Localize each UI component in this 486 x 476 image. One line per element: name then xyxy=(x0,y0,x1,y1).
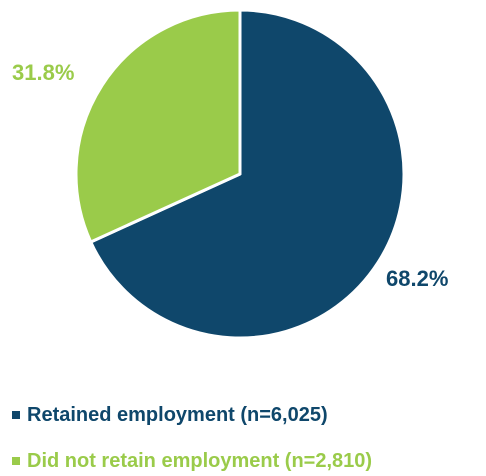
chart-legend: Retained employment (n=6,025) Did not re… xyxy=(12,403,372,473)
slice-label-retained: 68.2% xyxy=(386,266,449,291)
legend-swatch-not-retained xyxy=(12,457,20,465)
pie-slice-retained xyxy=(89,8,406,340)
legend-swatch-retained xyxy=(12,411,20,419)
legend-item-not-retained: Did not retain employment (n=2,810) xyxy=(12,449,372,473)
legend-label-retained: Retained employment (n=6,025) xyxy=(27,404,328,426)
pie-chart xyxy=(74,8,406,340)
pie-slices xyxy=(74,8,406,340)
pie-slice-not-retained xyxy=(74,8,242,244)
legend-item-retained: Retained employment (n=6,025) xyxy=(12,403,372,427)
slice-label-not-retained: 31.8% xyxy=(12,60,75,85)
legend-label-not-retained: Did not retain employment (n=2,810) xyxy=(27,450,373,472)
